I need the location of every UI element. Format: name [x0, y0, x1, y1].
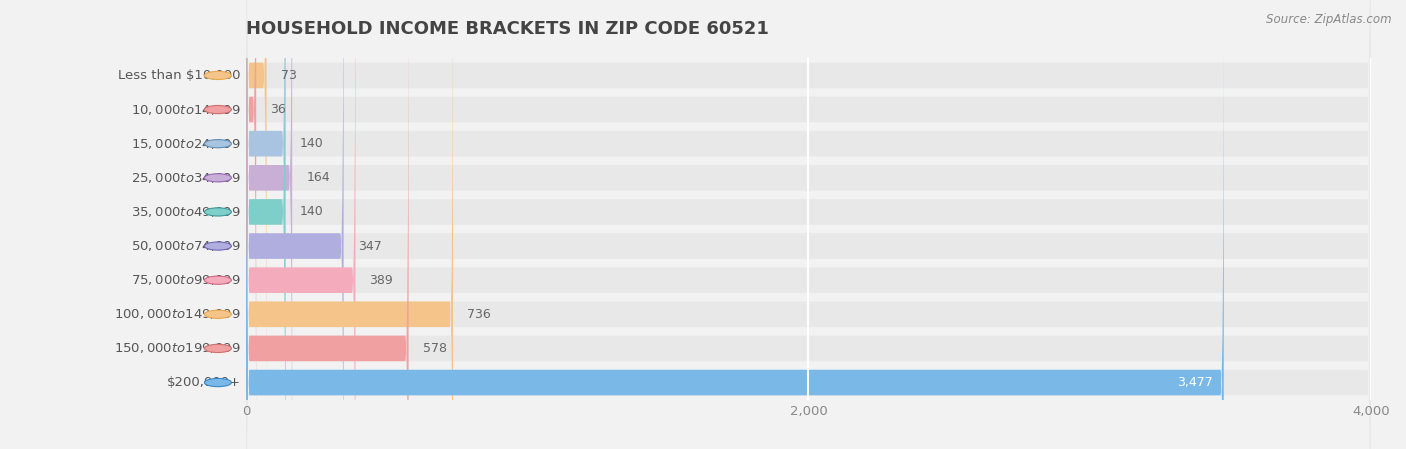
- FancyBboxPatch shape: [246, 0, 1371, 449]
- Text: Source: ZipAtlas.com: Source: ZipAtlas.com: [1267, 13, 1392, 26]
- Circle shape: [204, 174, 232, 182]
- Text: 140: 140: [299, 137, 323, 150]
- FancyBboxPatch shape: [246, 0, 1371, 449]
- FancyBboxPatch shape: [246, 0, 285, 449]
- Circle shape: [204, 344, 232, 352]
- FancyBboxPatch shape: [246, 0, 1371, 449]
- FancyBboxPatch shape: [246, 0, 343, 449]
- Text: 3,477: 3,477: [1177, 376, 1212, 389]
- Text: 347: 347: [357, 240, 381, 252]
- Text: 36: 36: [270, 103, 285, 116]
- Text: HOUSEHOLD INCOME BRACKETS IN ZIP CODE 60521: HOUSEHOLD INCOME BRACKETS IN ZIP CODE 60…: [246, 20, 769, 38]
- Text: 140: 140: [299, 206, 323, 218]
- Text: $200,000+: $200,000+: [166, 376, 240, 389]
- FancyBboxPatch shape: [246, 0, 1371, 449]
- FancyBboxPatch shape: [246, 0, 256, 449]
- FancyBboxPatch shape: [246, 0, 409, 449]
- Text: $50,000 to $74,999: $50,000 to $74,999: [131, 239, 240, 253]
- FancyBboxPatch shape: [246, 0, 292, 449]
- FancyBboxPatch shape: [246, 0, 1371, 449]
- FancyBboxPatch shape: [246, 0, 356, 449]
- FancyBboxPatch shape: [246, 0, 1371, 449]
- Text: $35,000 to $49,999: $35,000 to $49,999: [131, 205, 240, 219]
- Text: $15,000 to $24,999: $15,000 to $24,999: [131, 136, 240, 151]
- Circle shape: [204, 242, 232, 250]
- Circle shape: [204, 208, 232, 216]
- Circle shape: [204, 140, 232, 148]
- Text: Less than $10,000: Less than $10,000: [118, 69, 240, 82]
- FancyBboxPatch shape: [246, 0, 1371, 449]
- Text: 164: 164: [307, 172, 330, 184]
- Text: 73: 73: [281, 69, 297, 82]
- FancyBboxPatch shape: [246, 0, 1371, 449]
- Text: 736: 736: [467, 308, 491, 321]
- Text: $75,000 to $99,999: $75,000 to $99,999: [131, 273, 240, 287]
- Text: 578: 578: [423, 342, 447, 355]
- FancyBboxPatch shape: [246, 0, 1371, 449]
- FancyBboxPatch shape: [246, 0, 453, 449]
- Text: $25,000 to $34,999: $25,000 to $34,999: [131, 171, 240, 185]
- Circle shape: [204, 276, 232, 284]
- Circle shape: [204, 71, 232, 79]
- FancyBboxPatch shape: [246, 0, 285, 449]
- Text: $100,000 to $149,999: $100,000 to $149,999: [114, 307, 240, 321]
- Text: $10,000 to $14,999: $10,000 to $14,999: [131, 102, 240, 117]
- Text: $150,000 to $199,999: $150,000 to $199,999: [114, 341, 240, 356]
- Text: 389: 389: [370, 274, 394, 286]
- Circle shape: [204, 106, 232, 114]
- Circle shape: [204, 379, 232, 387]
- FancyBboxPatch shape: [246, 0, 267, 449]
- FancyBboxPatch shape: [246, 0, 1371, 449]
- Circle shape: [204, 310, 232, 318]
- FancyBboxPatch shape: [246, 0, 1223, 449]
